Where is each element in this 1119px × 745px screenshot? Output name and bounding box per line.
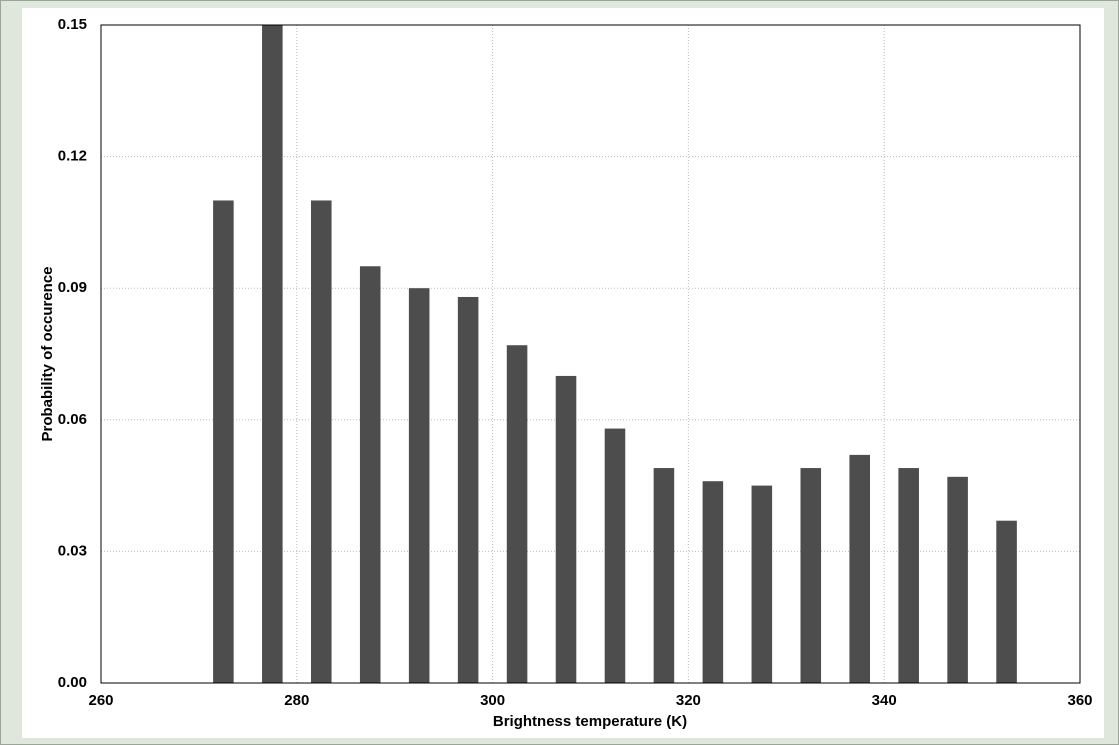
x-tick-label: 280 xyxy=(284,692,309,709)
plot-border xyxy=(100,24,1081,684)
bar xyxy=(898,468,919,683)
x-tick-label: 260 xyxy=(88,692,113,709)
x-tick-label: 300 xyxy=(480,692,505,709)
bar xyxy=(947,476,968,683)
y-tick-label: 0.12 xyxy=(58,148,87,165)
bar xyxy=(408,288,430,683)
x-tick-label: 360 xyxy=(1067,692,1092,709)
x-tick-label: 320 xyxy=(676,692,701,709)
bar xyxy=(457,296,479,683)
y-tick-label: 0.09 xyxy=(58,279,87,296)
y-axis-label: Probability of occurence xyxy=(39,266,56,441)
y-tick-label: 0.06 xyxy=(58,411,87,428)
bar xyxy=(262,25,283,683)
bar xyxy=(996,520,1017,683)
y-tick-label: 0.15 xyxy=(58,16,87,33)
bar xyxy=(800,468,822,683)
bar xyxy=(604,428,626,683)
bar xyxy=(849,454,871,683)
bar xyxy=(555,375,577,683)
y-tick-label: 0.00 xyxy=(58,674,87,691)
bar xyxy=(310,200,332,683)
y-tick-label: 0.03 xyxy=(58,542,87,559)
bar xyxy=(506,345,528,683)
x-tick-label: 340 xyxy=(872,692,897,709)
bar xyxy=(359,266,381,683)
x-axis-label: Brightness temperature (K) xyxy=(493,713,687,730)
bar xyxy=(751,485,773,683)
bar xyxy=(213,200,234,683)
bar xyxy=(653,468,675,683)
bar xyxy=(702,481,724,683)
